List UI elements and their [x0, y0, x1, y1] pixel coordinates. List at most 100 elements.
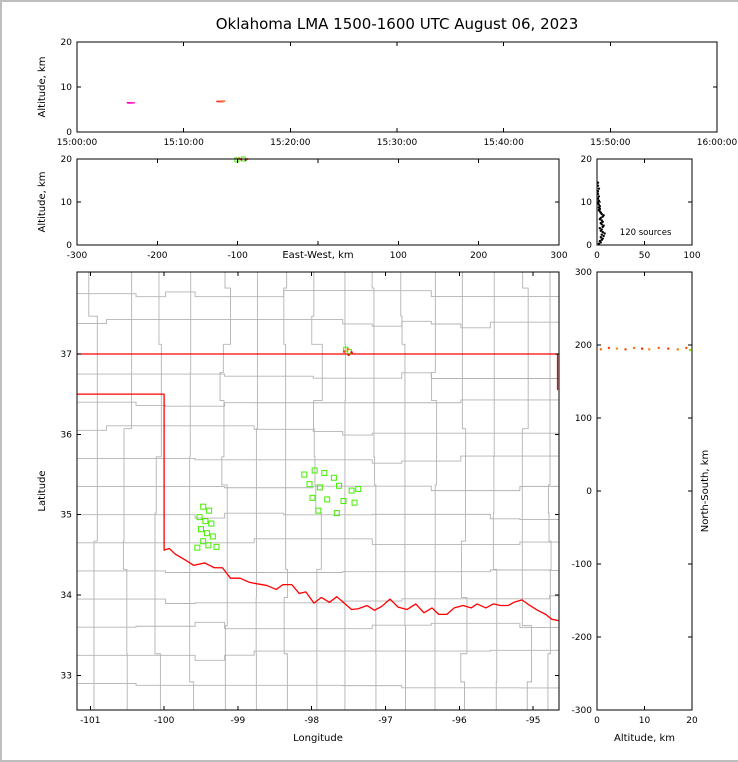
data-point-dot	[597, 195, 601, 198]
axis-ticks	[596, 271, 693, 711]
x-tick-label: 15:20:00	[270, 138, 311, 148]
x-tick-label: 100	[390, 251, 407, 261]
county-line	[255, 272, 258, 710]
data-point-dot	[597, 187, 601, 190]
data-point-dash	[220, 100, 226, 102]
x-tick-label: 0	[594, 716, 600, 726]
x-tick-label: -95	[526, 716, 541, 726]
y-tick-label: 36	[61, 430, 73, 440]
county-line	[311, 272, 323, 710]
y-tick-label: 0	[586, 241, 592, 251]
county-line	[521, 272, 532, 710]
storm-sources-southwest	[194, 503, 220, 551]
panel-time-height: 15:00:00 15:10:00 15:20:00 15:30:00 15:40:00…	[37, 38, 737, 148]
x-tick-label: 10	[639, 716, 651, 726]
data-point-dot	[599, 348, 602, 351]
county-grid	[77, 272, 559, 710]
data-point-square	[205, 542, 212, 549]
data-point-dot	[597, 242, 601, 245]
x-tick-label: -100	[154, 716, 175, 726]
panel-northsouth-height: 0 10 20 -300 -200 -100 0 100 200 300 Altitude, km N…	[572, 268, 711, 744]
data-point-dot	[597, 184, 600, 187]
y-tick-label: 100	[575, 414, 592, 424]
y-tick-label: -200	[572, 633, 593, 643]
data-point-dot	[350, 351, 353, 354]
data-point-square	[315, 507, 322, 514]
altitude-count-profile	[597, 181, 606, 245]
y-tick-label: 37	[61, 350, 72, 360]
x-axis-title: Altitude, km	[614, 733, 675, 744]
data-point-square	[206, 507, 213, 514]
axis-ticks	[596, 158, 693, 246]
x-tick-label: -100	[227, 251, 248, 261]
data-point-dot	[597, 197, 600, 200]
data-point-dot	[640, 347, 644, 350]
x-tick-label: 15:00:00	[57, 138, 98, 148]
data-point-dot	[602, 234, 605, 238]
panel-frame	[76, 271, 560, 711]
panel-plan-view-map: -101 -100 -99 -98 -97 -96 -95 33 34 35 36 37 Longitu…	[37, 271, 560, 744]
county-line	[122, 272, 133, 710]
x-tick-label: 15:40:00	[483, 138, 524, 148]
x-tick-label: 16:00:00	[697, 138, 738, 148]
x-axis-title: Longitude	[293, 733, 343, 744]
data-point-dot	[615, 347, 619, 350]
y-tick-label: 10	[61, 83, 73, 93]
county-line	[219, 272, 231, 710]
county-line	[547, 272, 552, 710]
data-point-square	[203, 530, 210, 537]
x-tick-label: -96	[452, 716, 467, 726]
data-point-dot	[603, 232, 606, 235]
y-tick-label: 33	[61, 671, 72, 681]
data-point-square	[198, 526, 205, 533]
county-line	[77, 538, 559, 548]
data-point-square	[194, 544, 201, 551]
x-tick-label: 0	[594, 251, 600, 261]
x-tick-label: -200	[147, 251, 168, 261]
state-border-west-south	[77, 393, 559, 622]
x-tick-label: -101	[80, 716, 100, 726]
data-point-dot	[602, 224, 605, 227]
data-point-dot	[346, 347, 350, 351]
data-point-dot	[685, 346, 688, 350]
vhf-sources-time	[126, 100, 226, 104]
vhf-sources-ns	[599, 346, 692, 352]
y-tick-label: 0	[66, 128, 72, 138]
data-point-square	[209, 533, 216, 540]
data-point-square	[324, 496, 331, 503]
x-axis-title: East-West, km	[282, 250, 353, 261]
y-tick-label: 20	[61, 155, 73, 165]
county-line	[371, 272, 377, 710]
y-tick-label: -300	[572, 706, 593, 716]
county-line	[400, 272, 406, 710]
y-tick-label: 20	[581, 155, 593, 165]
y-tick-label: 20	[61, 38, 73, 48]
x-tick-label: -98	[304, 716, 319, 726]
data-point-square	[196, 514, 203, 521]
data-point-square	[311, 467, 318, 474]
data-point-dot	[342, 350, 346, 353]
x-tick-label: -97	[378, 716, 393, 726]
border-noise-dots	[342, 347, 353, 357]
county-line	[77, 683, 559, 689]
x-tick-label: -300	[67, 251, 88, 261]
data-point-dot	[624, 348, 627, 351]
county-line	[154, 272, 162, 710]
annotation-text: 120 sources	[620, 228, 672, 238]
panel-frame	[76, 41, 718, 133]
y-tick-label: 10	[61, 198, 73, 208]
data-point-dot	[600, 219, 603, 222]
data-point-dot	[597, 192, 600, 196]
data-point-square	[355, 485, 362, 492]
data-point-dot	[602, 214, 605, 217]
figure-title: Oklahoma LMA 1500-1600 UTC August 06, 20…	[215, 15, 579, 33]
data-point-square	[330, 474, 337, 481]
y-tick-label: 34	[61, 591, 73, 601]
data-point-square	[321, 469, 328, 476]
data-point-dot	[597, 181, 600, 184]
axis-ticks	[76, 41, 718, 133]
y-tick-label: -100	[572, 560, 593, 570]
data-point-square	[213, 543, 220, 550]
